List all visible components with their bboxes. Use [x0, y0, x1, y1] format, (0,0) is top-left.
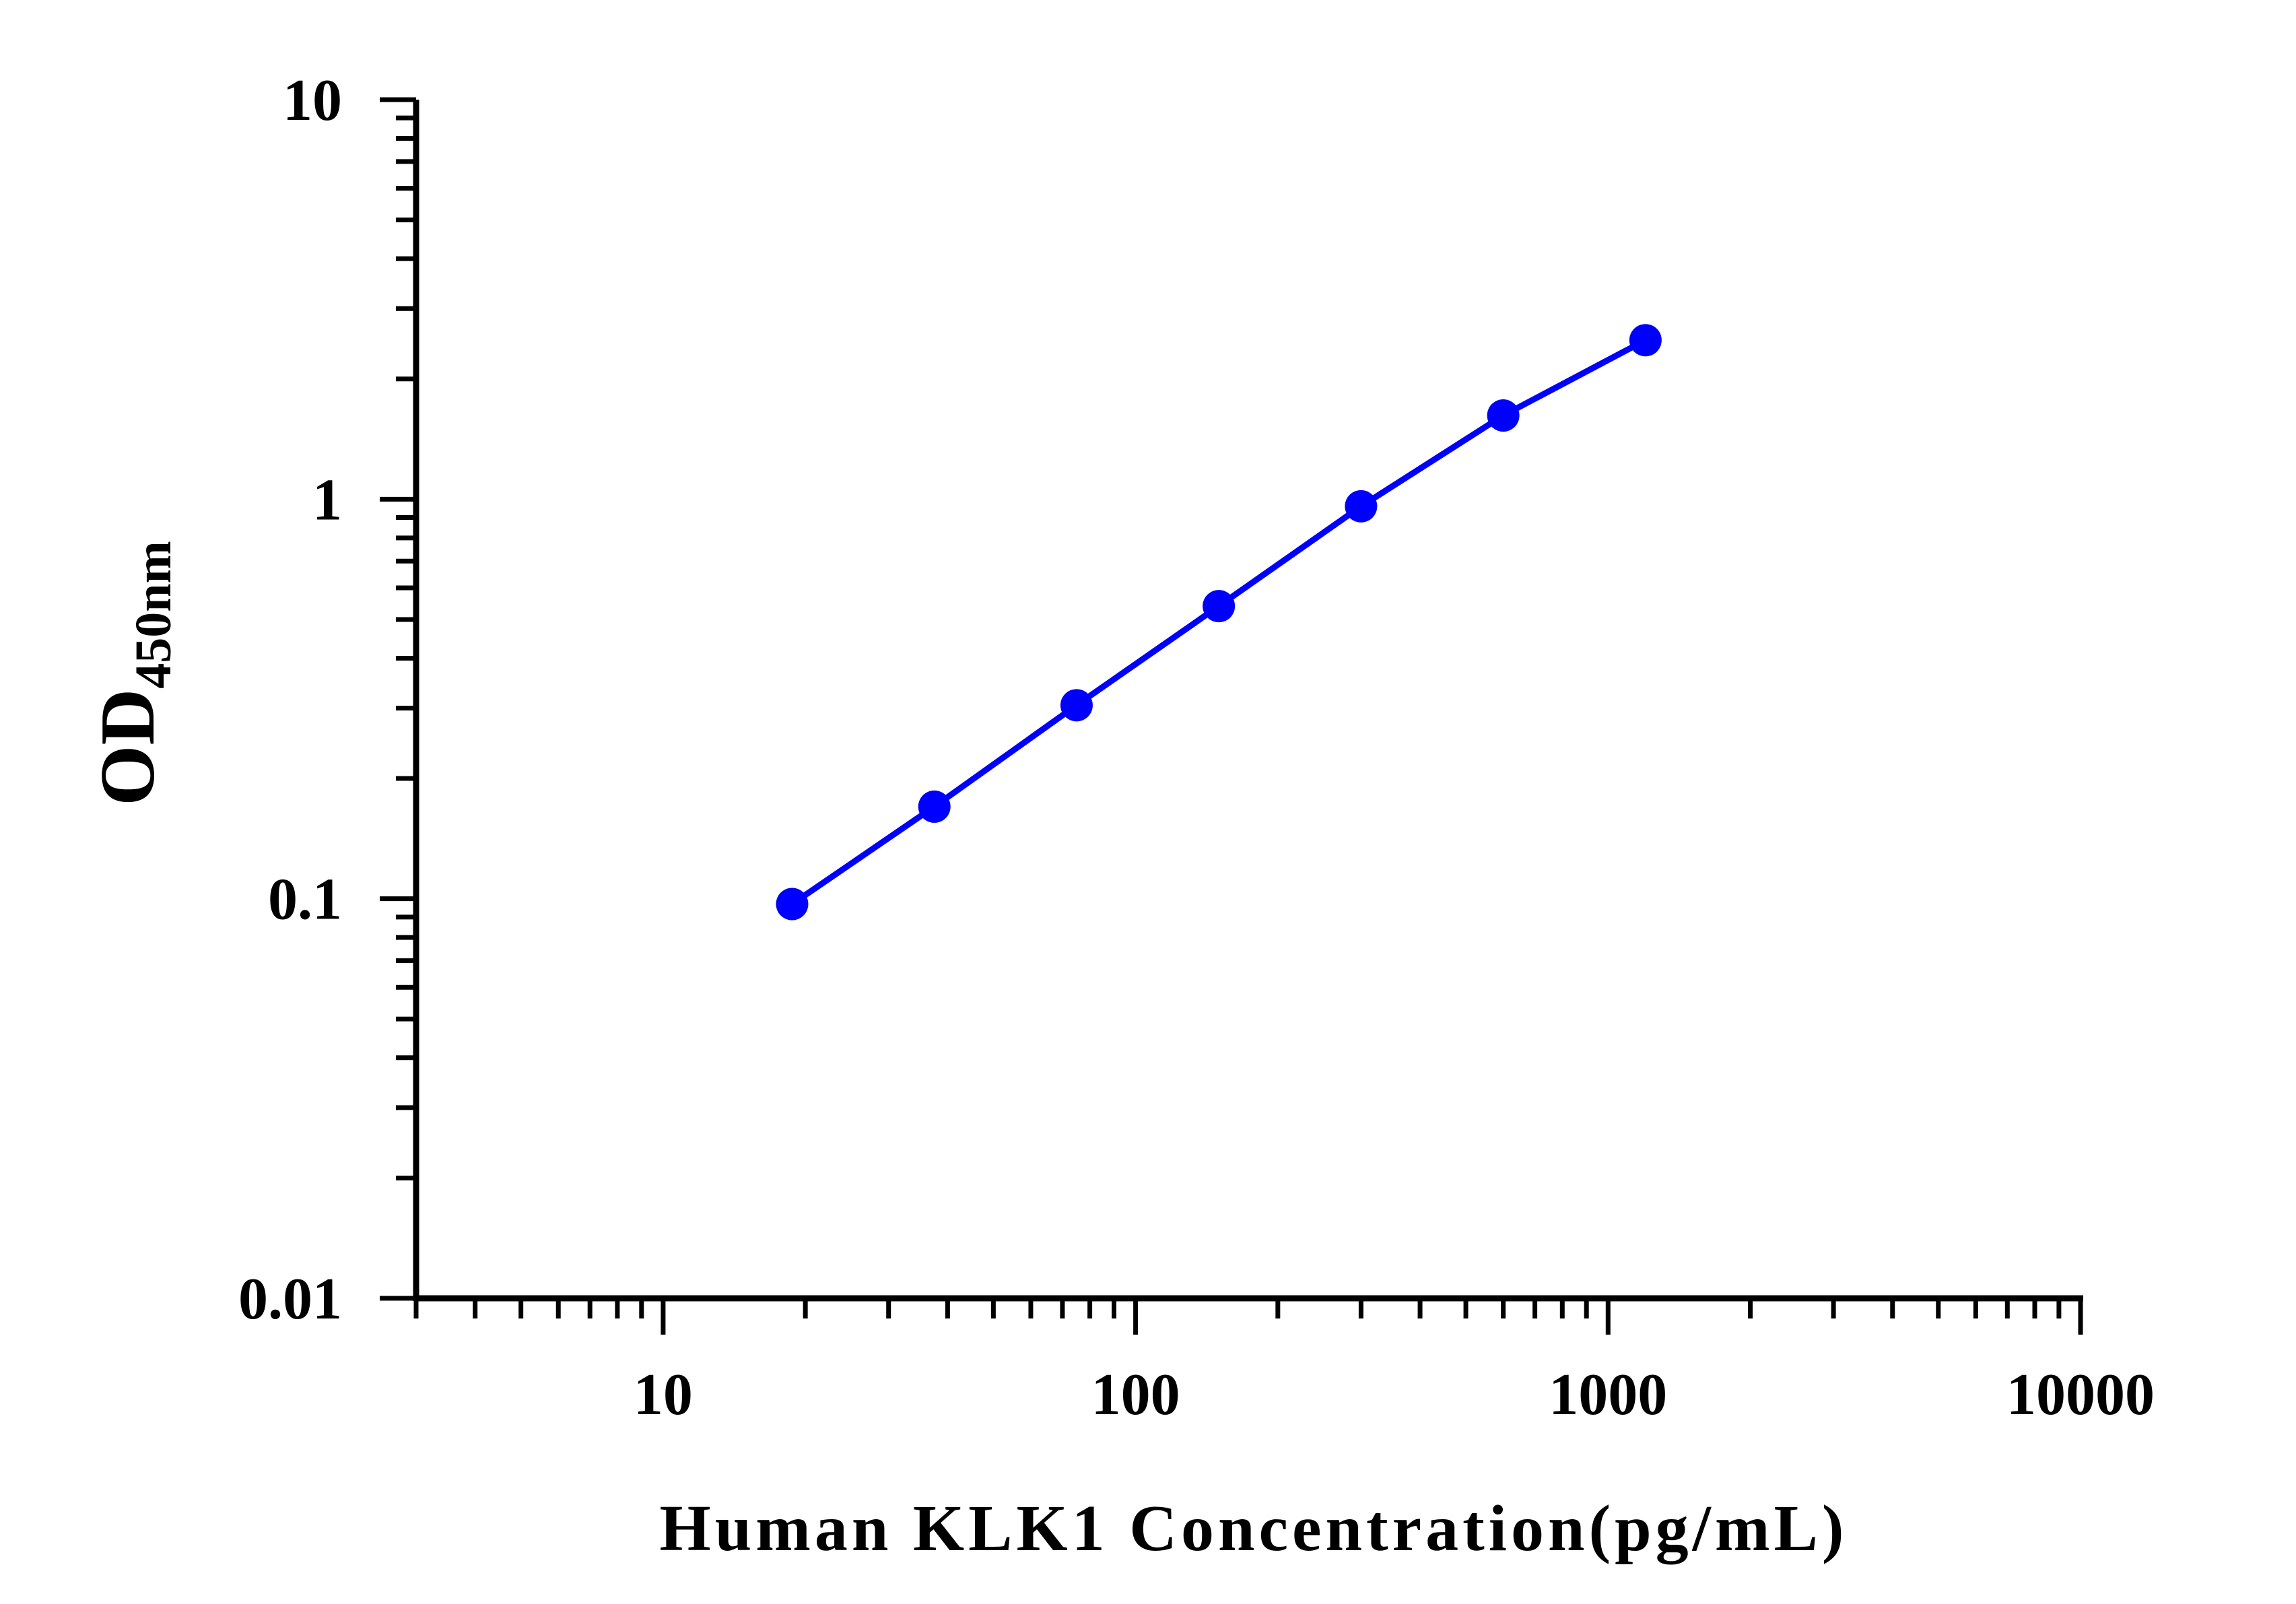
- y-axis-title-main: OD: [85, 689, 171, 806]
- y-axis-title: OD450nm: [85, 541, 182, 806]
- x-tick-label: 10000: [2006, 1362, 2155, 1428]
- y-tick-label: 1: [312, 467, 342, 533]
- x-tick-label: 1000: [1549, 1362, 1667, 1428]
- data-point: [1060, 689, 1093, 722]
- y-tick-label: 0.01: [238, 1267, 342, 1332]
- data-point: [1487, 399, 1520, 432]
- axes: [413, 100, 2083, 1302]
- x-axis-title: Human KLK1 Concentration(pg/mL): [660, 1492, 1848, 1565]
- y-axis-title-subscript: 450nm: [125, 541, 182, 689]
- y-tick-label: 0.1: [268, 867, 342, 933]
- data-point: [776, 888, 809, 921]
- series-layer: [776, 324, 1662, 921]
- data-point: [918, 790, 951, 823]
- axis-ticks: [380, 97, 2083, 1335]
- tick-labels: 10 100 1000 10000 0.01 0.1 1 10: [238, 68, 2155, 1428]
- x-tick-label: 100: [1091, 1362, 1180, 1428]
- y-tick-label: 10: [283, 68, 342, 133]
- data-point: [1629, 324, 1662, 357]
- x-tick-label: 10: [634, 1362, 693, 1428]
- data-point: [1345, 490, 1378, 523]
- data-point: [1203, 590, 1236, 623]
